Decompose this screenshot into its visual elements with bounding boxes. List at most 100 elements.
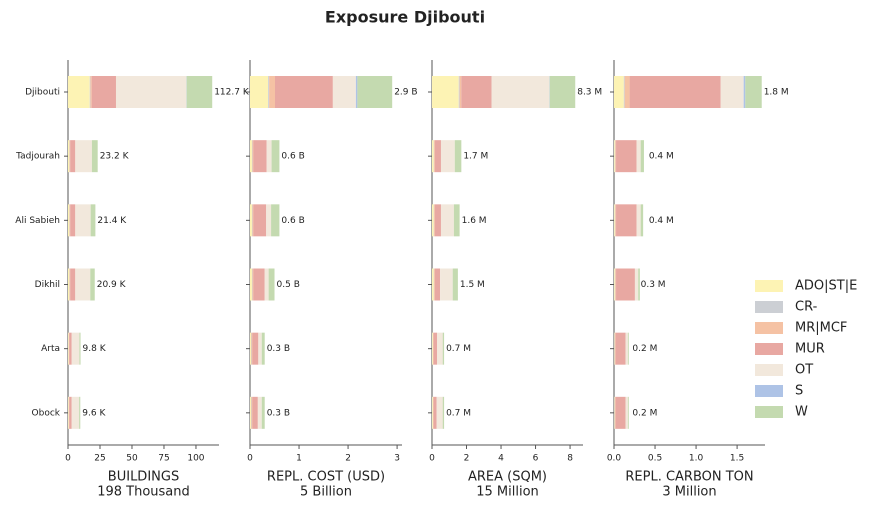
total-label: 0.2 M: [632, 408, 657, 418]
x-tick-label: 0: [65, 454, 71, 464]
x-tick-label: 2: [345, 454, 351, 464]
bar-segment: [253, 204, 267, 237]
bar-segment: [745, 76, 762, 108]
bar-segment: [90, 204, 96, 237]
bar-segment: [623, 76, 625, 108]
bar-segment: [269, 76, 276, 108]
total-label: 0.3 B: [267, 408, 290, 418]
total-label: 8.3 M: [577, 88, 602, 98]
bar-segment: [68, 140, 70, 173]
bar-segment: [615, 396, 626, 429]
bar-segment: [90, 268, 95, 301]
bar-segment: [615, 332, 626, 365]
bar-segment: [266, 204, 272, 237]
chart-title: Exposure Djibouti: [325, 8, 485, 27]
bar-segment: [253, 140, 267, 173]
bar-segment: [250, 268, 252, 301]
y-tick-label: Djibouti: [25, 88, 60, 98]
total-label: 0.4 M: [649, 152, 674, 162]
y-tick-label: Arta: [41, 344, 60, 354]
bar-segment: [75, 204, 91, 237]
bar-segment: [636, 204, 641, 237]
legend-swatch: [755, 322, 783, 334]
bar-segment: [432, 268, 434, 301]
total-label: 1.5 M: [460, 280, 485, 290]
x-tick-label: 1.5: [730, 454, 744, 464]
x-tick-label: 50: [126, 454, 138, 464]
bar-segment: [252, 204, 254, 237]
bar-segment: [436, 396, 443, 429]
bar-segment: [433, 396, 434, 429]
bar-segment: [616, 268, 635, 301]
bar-segment: [266, 140, 272, 173]
bar-segment: [434, 204, 441, 237]
x-tick-label: 0.5: [648, 454, 662, 464]
bar-segment: [616, 140, 637, 173]
y-tick-label: Ali Sabieh: [15, 216, 60, 226]
bar-segment: [461, 76, 492, 108]
total-label: 0.5 B: [277, 280, 300, 290]
legend-swatch: [755, 301, 783, 313]
legend-swatch: [755, 385, 783, 397]
x-tick-label: 4: [498, 454, 504, 464]
bar-segment: [614, 76, 624, 108]
bar-segment: [258, 332, 262, 365]
bar-segment: [614, 268, 615, 301]
x-tick-label: 0: [429, 454, 435, 464]
bar-segment: [614, 332, 616, 365]
x-tick-label: 0: [247, 454, 253, 464]
bar-segment: [68, 332, 69, 365]
bar-segment: [275, 76, 333, 108]
total-label: 1.6 M: [462, 216, 487, 226]
bar-segment: [437, 332, 443, 365]
bar-segment: [614, 140, 615, 173]
x-tick-label: 1.0: [689, 454, 704, 464]
total-label: 9.6 K: [82, 408, 106, 418]
x-tick-label: 8: [567, 454, 573, 464]
bar-segment: [91, 140, 98, 173]
bar-segment: [627, 332, 629, 365]
bar-segment: [616, 204, 637, 237]
bar-segment: [640, 204, 644, 237]
bar-segment: [69, 332, 72, 365]
bar-segment: [252, 396, 258, 429]
legend-label: S: [795, 384, 803, 399]
bar-segment: [433, 332, 434, 365]
bar-segment: [115, 76, 187, 108]
bar-segment: [432, 140, 434, 173]
bar-segment: [440, 268, 453, 301]
bar-segment: [433, 332, 438, 365]
bar-segment: [625, 396, 628, 429]
x-axis-label: AREA (SQM): [468, 470, 547, 485]
bar-segment: [454, 140, 462, 173]
total-label: 9.8 K: [83, 344, 107, 354]
total-label: 1.8 M: [764, 88, 789, 98]
bar-segment: [70, 140, 76, 173]
bar-segment: [91, 76, 116, 108]
bar-segment: [434, 268, 441, 301]
total-label: 0.6 B: [281, 216, 304, 226]
bar-segment: [268, 76, 270, 108]
bar-segment: [459, 76, 462, 108]
bar-segment: [79, 396, 81, 429]
legend-label: OT: [795, 363, 813, 378]
bar-segment: [636, 140, 641, 173]
bar-segment: [629, 76, 721, 108]
bar-segment: [69, 140, 71, 173]
y-tick-label: Dikhil: [35, 280, 60, 290]
total-label: 0.4 M: [649, 216, 674, 226]
x-tick-label: 3: [394, 454, 400, 464]
x-tick-label: 0.0: [607, 454, 622, 464]
bar-segment: [251, 332, 253, 365]
bar-segment: [627, 396, 629, 429]
bar-segment: [452, 268, 458, 301]
bar-segment: [434, 268, 435, 301]
bar-segment: [75, 268, 91, 301]
total-label: 112.7 K: [214, 88, 250, 98]
bar-segment: [432, 204, 434, 237]
bar-segment: [79, 332, 81, 365]
x-axis-sublabel: 198 Thousand: [97, 485, 190, 500]
total-label: 2.9 B: [394, 88, 417, 98]
x-tick-label: 25: [94, 454, 105, 464]
